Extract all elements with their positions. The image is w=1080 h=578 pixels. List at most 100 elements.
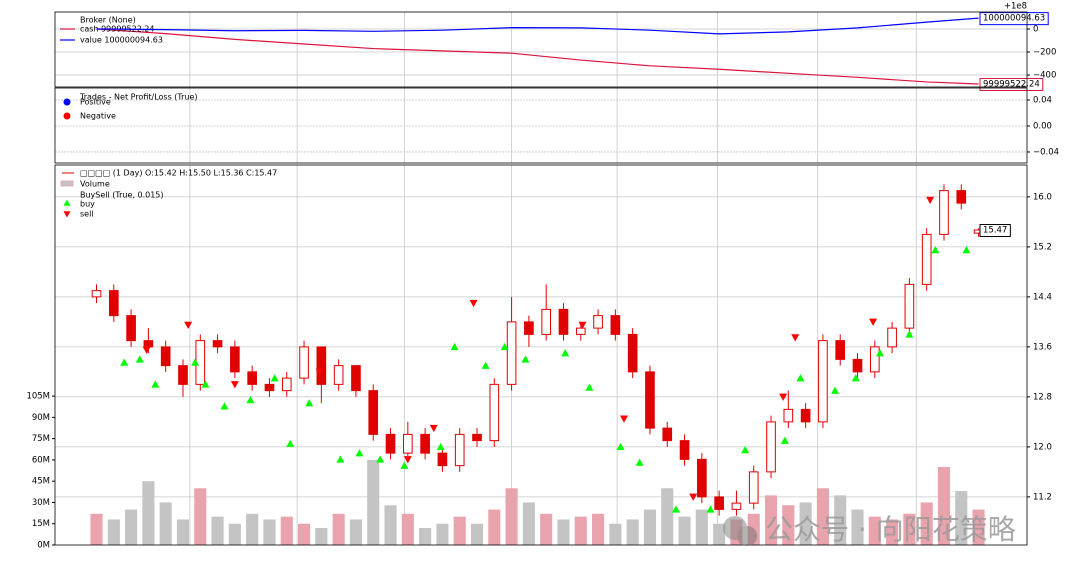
candle-body <box>558 308 569 335</box>
candle-body <box>403 433 413 454</box>
buy-marker <box>851 374 860 382</box>
candle-body <box>818 340 828 423</box>
volume-bar <box>522 502 535 545</box>
candle-body <box>247 371 257 385</box>
last-value-label: 99999522.24 <box>983 79 1040 89</box>
volume-bar <box>90 513 103 545</box>
candle-body <box>385 433 396 454</box>
volume-bar <box>470 523 484 545</box>
buy-marker <box>376 455 385 463</box>
volume-tick-label: 75M <box>32 434 50 444</box>
volume-bar <box>349 519 362 545</box>
buy-marker <box>500 342 509 351</box>
volume-bar <box>937 467 951 545</box>
volume-bar <box>298 523 311 545</box>
sell-marker <box>689 493 698 501</box>
candle-body <box>887 327 897 348</box>
legend-label: buy <box>80 200 95 209</box>
plot-frame <box>54 164 1028 546</box>
buy-marker <box>780 436 789 444</box>
volume-tick-label: 60M <box>32 455 50 465</box>
volume-bar <box>574 516 587 545</box>
buy-marker <box>521 355 530 363</box>
legend-swatch <box>63 98 71 106</box>
volume-bar <box>315 527 328 545</box>
volume-bar <box>834 495 847 545</box>
sell-marker <box>429 424 438 433</box>
last-value-label: 100000094.63 <box>983 14 1045 24</box>
candle-body <box>178 365 188 385</box>
series-line <box>96 17 979 35</box>
sell-marker <box>142 346 151 354</box>
sell-marker <box>230 381 239 389</box>
candle-body <box>679 440 690 460</box>
volume-bar <box>263 519 276 545</box>
candle-body <box>956 190 967 204</box>
watermark-icon <box>723 516 757 546</box>
y-tick-label: 0.04 <box>1033 96 1052 106</box>
buy-marker <box>831 386 840 394</box>
volume-bar <box>384 505 397 545</box>
buy-marker <box>796 374 805 382</box>
volume-bar <box>626 519 639 545</box>
buy-marker <box>905 330 914 338</box>
y-tick-label: 12.8 <box>1033 392 1052 402</box>
plot-frame <box>54 11 1028 88</box>
volume-bar <box>228 523 241 545</box>
legend-swatch <box>63 199 71 206</box>
candle-body <box>904 283 915 329</box>
volume-bar <box>436 523 449 545</box>
buy-marker <box>481 361 490 369</box>
candle-body <box>697 458 707 498</box>
volume-bar <box>695 509 708 545</box>
candle-body <box>835 340 846 360</box>
buy-marker <box>962 246 971 254</box>
volume-bar <box>661 488 674 545</box>
y-tick-label: 11.2 <box>1033 492 1052 502</box>
plot-frame <box>54 87 1028 164</box>
last-value-box <box>979 12 1049 26</box>
candle-body <box>541 308 552 335</box>
buy-marker <box>220 402 229 410</box>
volume-bar <box>280 516 293 545</box>
candle-body <box>939 190 949 235</box>
buy-marker <box>706 505 715 513</box>
volume-bar <box>816 488 829 545</box>
buy-marker <box>151 380 160 388</box>
candle-body <box>524 321 534 335</box>
candle-body <box>420 433 430 454</box>
candle-body <box>610 315 621 335</box>
buy-marker <box>355 449 364 457</box>
volume-bar <box>211 516 224 545</box>
volume-bar <box>955 491 968 545</box>
volume-bar <box>367 459 380 545</box>
candle-body <box>714 496 724 510</box>
candle-body <box>627 333 638 373</box>
series-line <box>96 28 979 85</box>
buy-marker <box>120 358 129 366</box>
volume-bar <box>592 513 605 545</box>
y-tick-label: −200 <box>1033 48 1056 58</box>
volume-bar <box>176 519 190 545</box>
candle-body <box>91 290 102 298</box>
volume-tick-label: 105M <box>26 392 50 402</box>
offset-label: +1e8 <box>1004 2 1027 12</box>
volume-bar <box>246 513 259 545</box>
sell-marker <box>403 456 412 464</box>
legend-swatch <box>60 180 74 187</box>
candle-body <box>731 502 742 510</box>
candle-body <box>316 346 327 385</box>
sell-marker <box>184 321 193 329</box>
buy-marker <box>270 374 279 382</box>
candle-body <box>160 346 171 367</box>
volume-tick-label: 30M <box>32 498 50 508</box>
volume-bar <box>678 516 691 545</box>
volume-bar <box>107 519 120 545</box>
volume-bar <box>540 513 553 545</box>
candle-body <box>351 365 361 392</box>
legend-title: BuySell (True, 0.015) <box>80 191 164 200</box>
volume-bar <box>194 488 207 545</box>
buy-marker <box>286 439 295 447</box>
volume-bar <box>142 481 155 545</box>
